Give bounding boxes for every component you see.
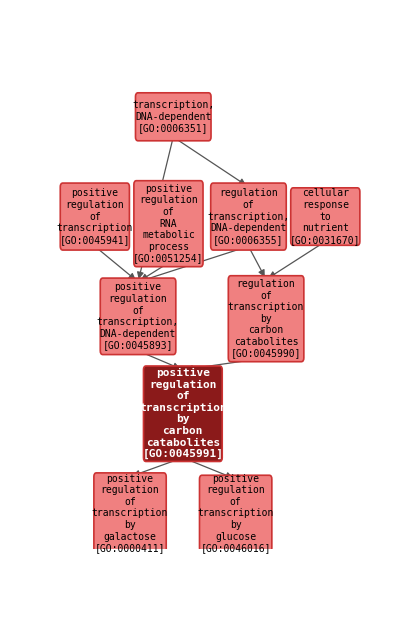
Text: positive
regulation
of
transcription
by
carbon
catabolites
[GO:0045991]: positive regulation of transcription by …	[139, 368, 227, 460]
FancyBboxPatch shape	[211, 183, 286, 250]
Text: positive
regulation
of
transcription,
DNA-dependent
[GO:0045893]: positive regulation of transcription, DN…	[97, 283, 179, 350]
Text: positive
regulation
of
transcription
[GO:0045941]: positive regulation of transcription [GO…	[57, 188, 133, 245]
FancyBboxPatch shape	[291, 188, 360, 246]
FancyBboxPatch shape	[143, 366, 222, 462]
FancyBboxPatch shape	[135, 93, 211, 141]
FancyBboxPatch shape	[100, 278, 176, 355]
FancyBboxPatch shape	[228, 276, 304, 362]
Text: positive
regulation
of
RNA
metabolic
process
[GO:0051254]: positive regulation of RNA metabolic pro…	[133, 184, 204, 263]
Text: positive
regulation
of
transcription
by
galactose
[GO:0000411]: positive regulation of transcription by …	[92, 474, 168, 553]
FancyBboxPatch shape	[134, 181, 203, 267]
Text: cellular
response
to
nutrient
[GO:0031670]: cellular response to nutrient [GO:003167…	[290, 188, 361, 245]
FancyBboxPatch shape	[60, 183, 129, 250]
Text: positive
regulation
of
transcription
by
glucose
[GO:0046016]: positive regulation of transcription by …	[197, 474, 274, 553]
Text: regulation
of
transcription,
DNA-dependent
[GO:0006355]: regulation of transcription, DNA-depende…	[207, 188, 290, 245]
FancyBboxPatch shape	[199, 475, 272, 552]
Text: regulation
of
transcription
by
carbon
catabolites
[GO:0045990]: regulation of transcription by carbon ca…	[228, 279, 304, 358]
FancyBboxPatch shape	[94, 473, 166, 554]
Text: transcription,
DNA-dependent
[GO:0006351]: transcription, DNA-dependent [GO:0006351…	[132, 100, 214, 133]
